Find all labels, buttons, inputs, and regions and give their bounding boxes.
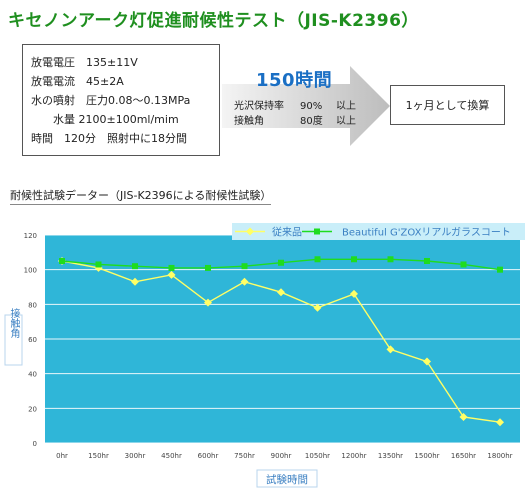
result-box: 1ヶ月として換算 — [390, 85, 505, 125]
condition-current: 放電電流 45±2A — [31, 75, 124, 88]
data-point-conventional — [313, 303, 322, 312]
chart-area: 0 20 40 60 80 100 120 0hr 150hr 300hr 450hr 600hr 75… — [0, 205, 525, 496]
angle-suffix: 以上 — [336, 116, 356, 127]
x-tick-label: 450hr — [161, 452, 182, 460]
data-point-product — [424, 258, 430, 264]
result-text: 1ヶ月として換算 — [405, 99, 490, 112]
data-point-product — [168, 264, 175, 271]
x-tick-label: 600hr — [198, 452, 219, 460]
legend-label-product: Beautiful G'ZOXリアルガラスコート — [342, 227, 511, 239]
gloss-suffix: 以上 — [336, 101, 356, 112]
x-tick-label: 1050hr — [305, 452, 330, 460]
x-tick-label: 1500hr — [414, 452, 439, 460]
condition-voltage: 放電電圧 135±11V — [31, 56, 138, 69]
data-point-conventional — [423, 357, 431, 366]
angle-value: 80度 — [300, 116, 323, 127]
data-point-product — [497, 266, 503, 273]
arrow-criteria: 光沢保持率 90% 以上 接触角 80度 以上 — [234, 99, 356, 129]
data-point-product — [278, 259, 284, 266]
data-point-conventional — [167, 270, 176, 279]
y-tick-label: 40 — [28, 371, 37, 379]
y-tick-label: 60 — [28, 336, 37, 344]
data-point-conventional — [240, 277, 249, 286]
data-point-conventional — [496, 418, 504, 427]
y-tick-label: 100 — [24, 267, 37, 275]
data-point-conventional — [459, 413, 468, 421]
data-point-product — [387, 256, 394, 263]
x-tick-label: 1800hr — [487, 452, 512, 460]
y-tick-label: 80 — [28, 301, 37, 309]
x-tick-label: 1350hr — [378, 452, 403, 460]
duration-hours: 150時間 — [256, 70, 333, 91]
legend-background — [232, 223, 525, 240]
legend-label-conventional: 従来品 — [272, 226, 302, 239]
data-point-product — [351, 256, 357, 263]
data-point-product — [95, 261, 102, 268]
data-point-conventional — [204, 298, 212, 307]
x-tick-label: 1200hr — [341, 452, 366, 460]
data-point-conventional — [277, 288, 285, 297]
data-point-product — [132, 263, 138, 270]
gloss-value: 90% — [300, 101, 323, 112]
condition-spray-volume: 水量 2100±100ml/mim — [53, 113, 179, 126]
data-point-product — [460, 261, 467, 268]
data-point-product — [205, 264, 211, 271]
x-axis-label: 試験時間 — [266, 473, 308, 486]
y-axis-label: 接触角 — [8, 307, 20, 339]
data-point-product — [241, 263, 248, 270]
x-tick-label: 150hr — [88, 452, 109, 460]
x-tick-label: 300hr — [125, 452, 146, 460]
chart-title: 耐候性試験データー（JIS-K2396による耐候性試験） — [10, 187, 272, 205]
condition-time: 時間 120分 照射中に18分間 — [31, 132, 187, 145]
y-tick-label: 120 — [24, 232, 37, 240]
data-point-product — [314, 256, 321, 263]
condition-spray-pressure: 水の噴射 圧力0.08〜0.13MPa — [31, 94, 191, 107]
arrow-graphic — [222, 66, 392, 146]
gloss-label: 光沢保持率 — [234, 101, 284, 112]
data-point-conventional — [386, 345, 395, 354]
x-axis-label-box — [256, 469, 318, 488]
data-point-conventional — [131, 277, 139, 286]
x-tick-label: 1650hr — [451, 452, 476, 460]
legend-marker-product — [314, 228, 320, 235]
y-tick-label: 0 — [33, 440, 37, 448]
x-tick-label: 0hr — [56, 452, 68, 460]
page-title: キセノンアーク灯促進耐候性テスト（JIS-K2396） — [8, 11, 419, 31]
arrow-shape — [222, 66, 390, 146]
y-tick-label: 20 — [28, 405, 37, 413]
test-conditions-box: 放電電圧 135±11V 放電電流 45±2A 水の噴射 圧力0.08〜0.13… — [22, 44, 220, 156]
x-tick-label: 900hr — [271, 452, 292, 460]
x-tick-label: 750hr — [234, 452, 255, 460]
data-point-conventional — [350, 289, 358, 298]
data-point-product — [59, 258, 65, 264]
angle-label: 接触角 — [234, 116, 264, 127]
y-axis-label-box — [4, 314, 23, 366]
legend-marker-conventional — [246, 227, 254, 236]
